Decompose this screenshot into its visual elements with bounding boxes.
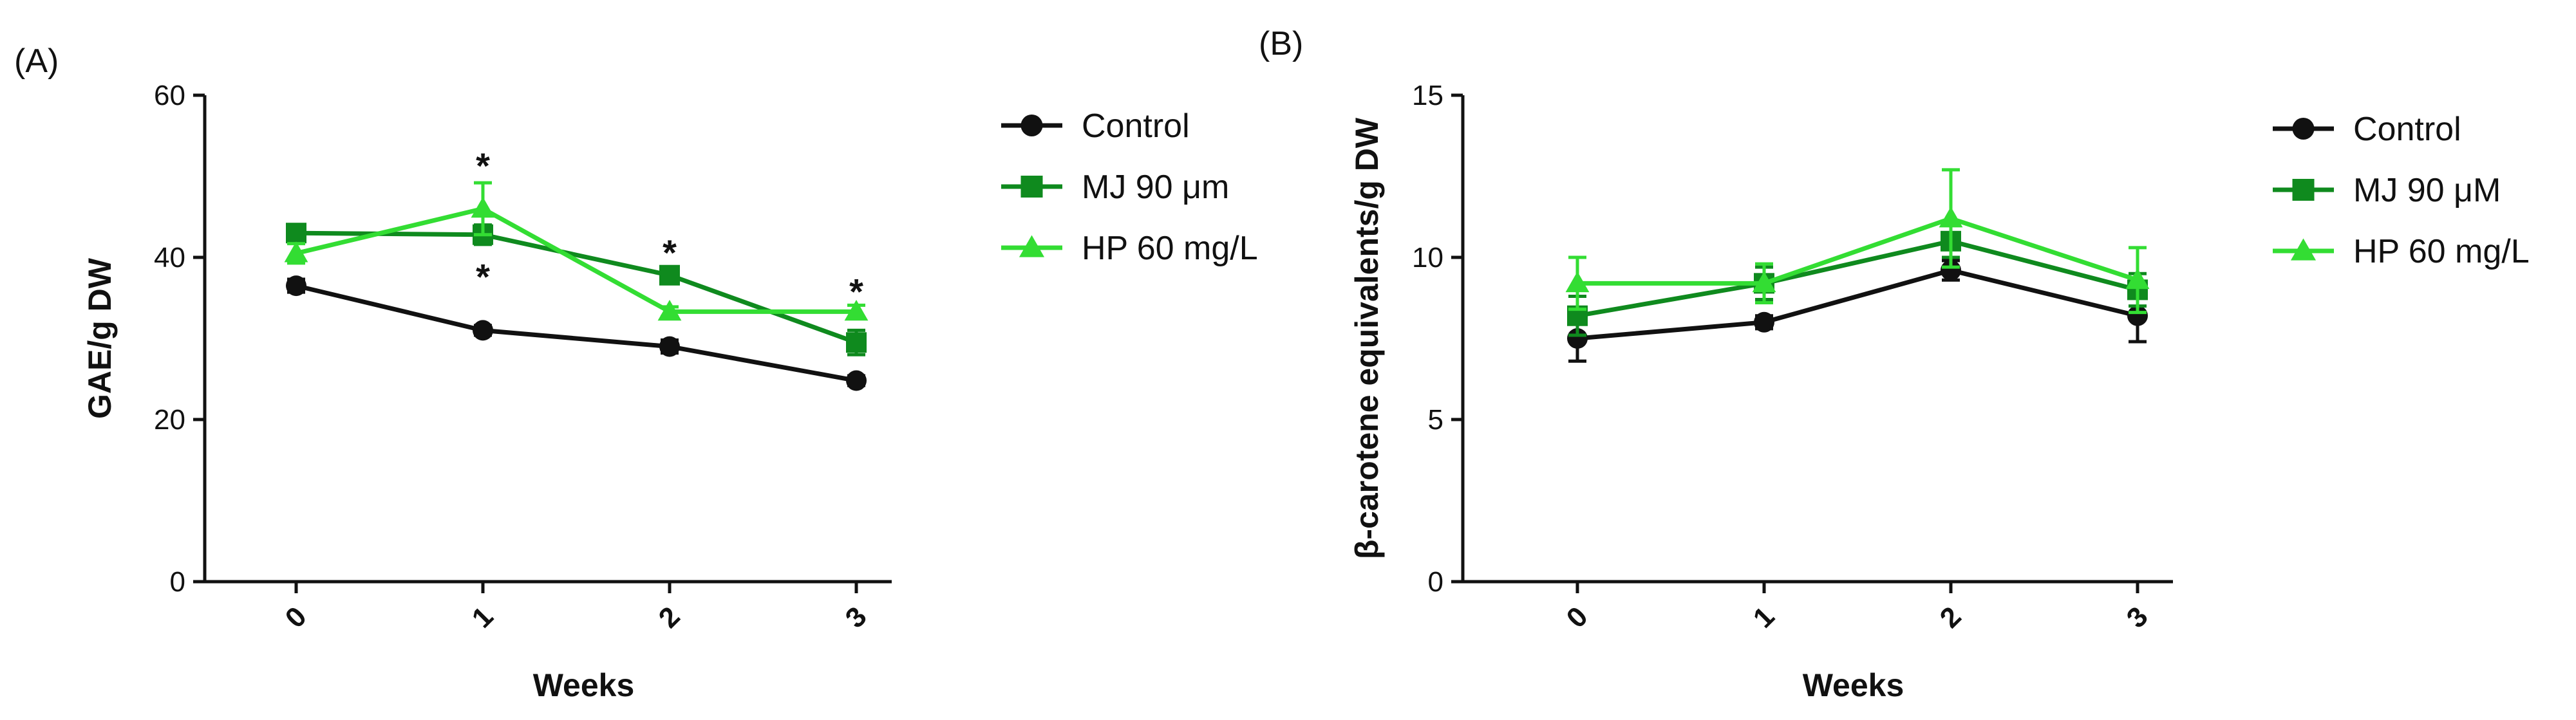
- data-point: [1567, 328, 1588, 349]
- significance-annotation: *: [663, 232, 677, 273]
- x-tick-label: 2: [653, 601, 686, 634]
- legend-label: MJ 90 μM: [2353, 172, 2501, 209]
- data-point: [659, 336, 680, 357]
- data-point: [1754, 311, 1774, 333]
- legend-label: MJ 90 μm: [1082, 169, 1229, 206]
- data-point: [2125, 268, 2150, 290]
- series-1: [1567, 259, 2148, 363]
- significance-annotation: *: [476, 257, 490, 297]
- panel-a: (A) 0 20 40 60 GAE/g DW 0 1 2 3 Weeks Control MJ 90 …: [14, 42, 1258, 703]
- series-2: [1567, 223, 2148, 337]
- panel-label: (B): [1259, 25, 1303, 62]
- series-line: [296, 206, 856, 314]
- data-point: [1752, 271, 1776, 293]
- legend-entry: Control: [2273, 111, 2461, 148]
- data-point: [2292, 179, 2315, 201]
- y-axis-title: β-carotene equivalents/g DW: [1349, 117, 1385, 559]
- data-point: [657, 300, 682, 321]
- significance-annotation: *: [849, 271, 863, 311]
- y-tick-label: 0: [1428, 566, 1443, 598]
- y-tick-label: 0: [170, 566, 185, 598]
- series-line: [1577, 239, 2138, 318]
- data-point: [1020, 115, 1043, 136]
- data-point: [1941, 260, 1961, 281]
- legend-entry: Control: [1001, 107, 1190, 145]
- x-axis-title: Weeks: [533, 667, 635, 703]
- legend-label: HP 60 mg/L: [1082, 230, 1258, 267]
- y-tick-label: 20: [154, 404, 185, 436]
- x-tick-label: 3: [840, 601, 873, 634]
- x-tick-label: 2: [1934, 601, 1968, 634]
- series-line: [296, 230, 858, 345]
- y-tick-label: 40: [154, 242, 185, 273]
- x-axis-title: Weeks: [1803, 667, 1904, 703]
- legend-label: Control: [1082, 107, 1190, 145]
- data-point: [846, 370, 867, 391]
- data-point: [2290, 238, 2317, 261]
- data-point: [284, 241, 308, 263]
- x-tick-label: 1: [1747, 601, 1781, 634]
- y-tick-label: 60: [154, 80, 185, 111]
- data-point: [659, 264, 680, 286]
- x-tick-label: 0: [279, 601, 313, 634]
- series-line: [1577, 216, 2139, 286]
- legend-label: Control: [2353, 111, 2461, 148]
- legend-entry: HP 60 mg/L: [1001, 230, 1258, 267]
- x-tick-label: 3: [2121, 601, 2154, 634]
- data-point: [2127, 305, 2148, 326]
- legend-entry: MJ 90 μM: [2273, 172, 2501, 209]
- series-3: [1565, 168, 2150, 315]
- y-tick-label: 10: [1412, 242, 1443, 273]
- legend-label: HP 60 mg/L: [2353, 233, 2530, 270]
- series-line: [1577, 268, 2138, 341]
- x-tick-label: 0: [1561, 601, 1594, 634]
- y-tick-label: 5: [1428, 404, 1443, 436]
- data-point: [2292, 118, 2315, 140]
- panel-label: (A): [14, 42, 59, 80]
- series-3: [284, 181, 869, 321]
- series-2: [286, 223, 867, 356]
- y-tick-label: 15: [1412, 80, 1443, 111]
- data-point: [473, 320, 493, 341]
- data-point: [1565, 271, 1590, 293]
- legend-entry: MJ 90 μm: [1001, 169, 1229, 206]
- data-point: [846, 332, 867, 353]
- legend-entry: HP 60 mg/L: [2273, 233, 2530, 270]
- series-line: [296, 283, 857, 383]
- data-point: [1939, 207, 1963, 228]
- data-point: [844, 300, 869, 321]
- data-point: [286, 223, 306, 244]
- series-1: [286, 275, 867, 391]
- data-point: [471, 197, 495, 218]
- panel-b: (B) 0 5 10 15 β-carotene equivalents/g DW 0 1 2 3…: [1259, 25, 2530, 703]
- y-axis-title: GAE/g DW: [82, 257, 118, 419]
- x-tick-label: 1: [466, 601, 500, 634]
- data-point: [1019, 235, 1045, 257]
- data-point: [1020, 176, 1043, 198]
- data-point: [286, 275, 306, 297]
- significance-annotation: *: [476, 145, 490, 186]
